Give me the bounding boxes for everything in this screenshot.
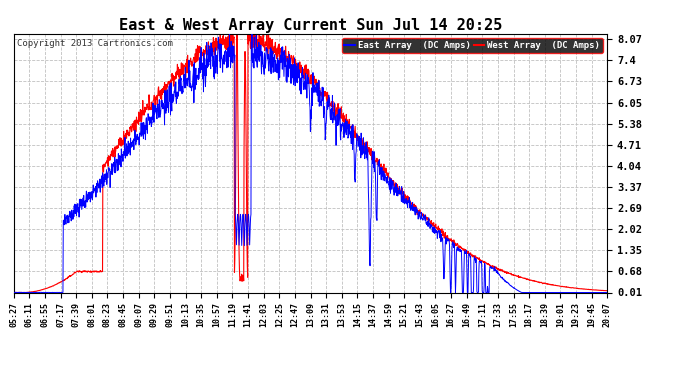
Text: Copyright 2013 Cartronics.com: Copyright 2013 Cartronics.com [17, 39, 172, 48]
Legend: East Array  (DC Amps), West Array  (DC Amps): East Array (DC Amps), West Array (DC Amp… [342, 38, 602, 53]
Title: East & West Array Current Sun Jul 14 20:25: East & West Array Current Sun Jul 14 20:… [119, 18, 502, 33]
